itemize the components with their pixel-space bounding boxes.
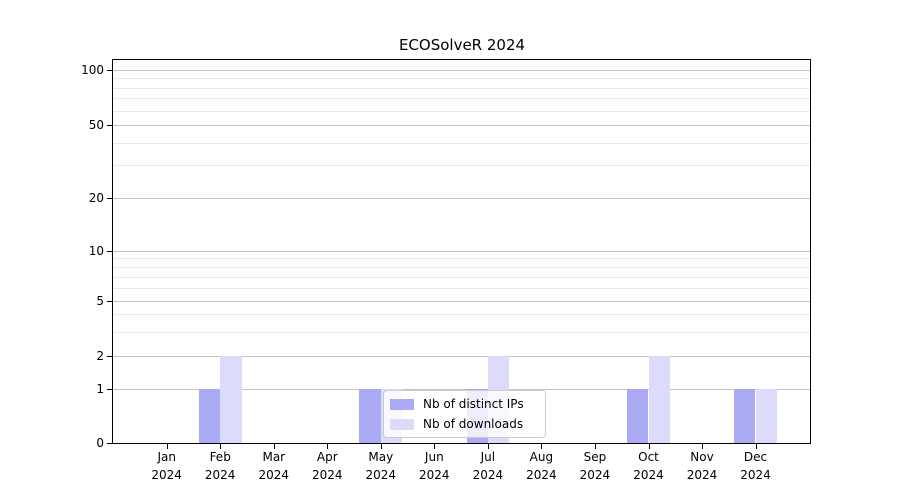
x-tick-label: Jun 2024 (419, 450, 450, 482)
bar-downloads (220, 356, 242, 443)
gridline-minor (113, 287, 810, 289)
x-tick-label: Jul 2024 (472, 450, 504, 482)
y-tick-label: 5 (96, 294, 104, 308)
gridline-major (113, 301, 810, 302)
gridline-major (113, 197, 810, 199)
bars-layer (113, 60, 810, 443)
gridline-major (113, 250, 810, 252)
gridline-minor (113, 98, 810, 100)
bar-distinct-ips (627, 389, 649, 443)
y-tick (107, 356, 112, 357)
gridline-major (113, 70, 810, 71)
bar-distinct-ips (359, 389, 381, 443)
legend-entry-downloads: Nb of downloads (390, 414, 539, 434)
gridline-minor (113, 87, 810, 89)
y-tick-label: 50 (88, 118, 104, 132)
legend-label-distinct-ips: Nb of distinct IPs (423, 397, 524, 411)
x-tick (166, 444, 168, 449)
bar-distinct-ips (734, 389, 756, 443)
bar-downloads (648, 356, 670, 443)
x-tick-label: Sep 2024 (579, 450, 611, 482)
y-tick-label: 20 (88, 190, 104, 205)
legend-entry-distinct-ips: Nb of distinct IPs (390, 394, 539, 414)
y-tick-label: 2 (96, 349, 104, 363)
bar-downloads (755, 389, 777, 443)
y-tick (107, 250, 112, 252)
x-tick-label: May 2024 (365, 450, 397, 482)
gridline-minor (113, 110, 810, 112)
legend-swatch-downloads (390, 418, 414, 430)
x-tick (380, 444, 382, 449)
gridline-minor (113, 258, 810, 260)
legend-label-downloads: Nb of downloads (423, 417, 524, 431)
gridline-minor (113, 266, 810, 268)
gridline-minor (113, 314, 810, 316)
y-tick (107, 125, 112, 126)
legend-swatch-distinct-ips (390, 398, 414, 410)
y-tick (107, 301, 112, 302)
y-tick-label: 0 (96, 436, 104, 450)
chart-title: ECOSolveR 2024 (398, 36, 526, 54)
x-tick-label: Dec 2024 (740, 450, 771, 482)
x-tick-label: Feb 2024 (204, 450, 236, 482)
y-tick (107, 197, 112, 199)
y-tick (107, 443, 112, 444)
y-tick-label: 1 (96, 382, 104, 396)
gridline-minor (113, 276, 810, 278)
gridline-minor (113, 165, 810, 167)
gridline-major (113, 356, 810, 357)
gridline-major (113, 125, 810, 126)
x-tick (702, 444, 703, 449)
y-tick (107, 389, 112, 390)
x-tick (648, 444, 650, 449)
x-tick (273, 444, 275, 449)
x-tick (327, 444, 329, 449)
bar-distinct-ips (198, 389, 221, 443)
x-tick (434, 444, 436, 449)
plot-area: Nb of distinct IPs Nb of downloads (112, 59, 811, 444)
x-tick (541, 444, 543, 449)
gridline-minor (113, 331, 810, 333)
x-tick-label: Nov 2024 (686, 450, 718, 482)
x-tick-label: Oct 2024 (633, 450, 664, 482)
y-tick-label: 10 (88, 243, 104, 258)
x-tick-label: Jan 2024 (151, 450, 182, 482)
gridline-minor (113, 78, 810, 80)
x-tick-label: Mar 2024 (258, 450, 290, 482)
legend: Nb of distinct IPs Nb of downloads (383, 390, 546, 438)
gridline-major (113, 389, 810, 390)
gridline-minor (113, 142, 810, 144)
x-tick (594, 444, 596, 449)
x-tick (755, 444, 757, 449)
x-tick-label: Apr 2024 (312, 450, 343, 482)
x-tick (220, 444, 222, 449)
x-tick-label: Aug 2024 (526, 450, 557, 482)
y-tick-label: 100 (81, 63, 104, 77)
gridlines-layer (113, 60, 810, 443)
x-tick (487, 444, 489, 449)
y-tick (107, 70, 112, 71)
